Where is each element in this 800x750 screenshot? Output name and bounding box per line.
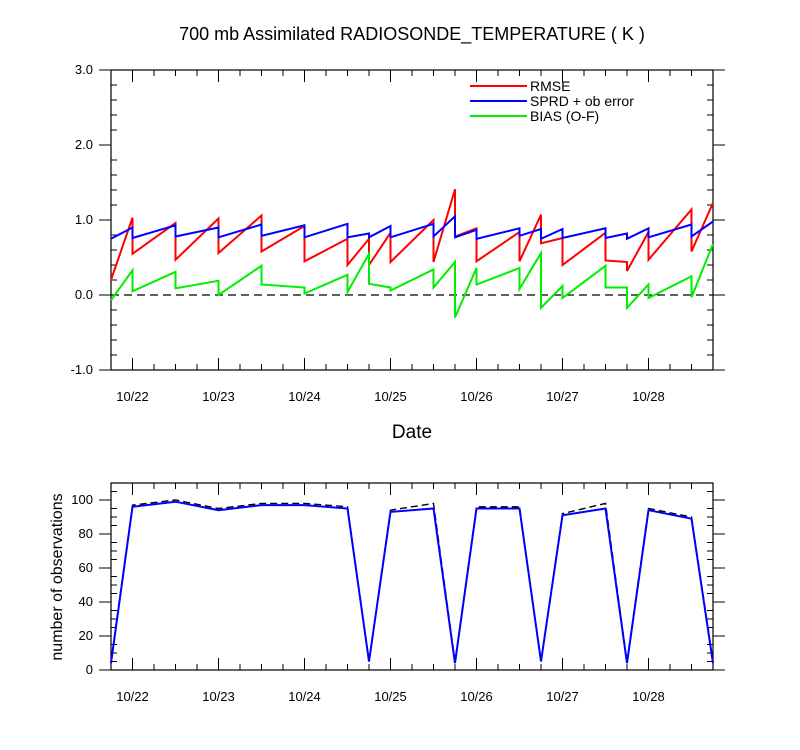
chart-title: 700 mb Assimilated RADIOSONDE_TEMPERATUR… bbox=[179, 24, 645, 45]
obs-panel-x-tick-label: 10/23 bbox=[202, 689, 235, 704]
obs-panel-y-tick-label: 20 bbox=[79, 628, 93, 643]
rmse-panel-y-tick-label: -1.0 bbox=[71, 362, 93, 377]
obs-panel-y-tick-label: 60 bbox=[79, 560, 93, 575]
rmse-panel-series-bias-o-f bbox=[110, 243, 714, 318]
legend-label-bias-o-f: BIAS (O-F) bbox=[530, 108, 599, 124]
obs-panel-x-tick-label: 10/26 bbox=[460, 689, 493, 704]
obs-panel-x-tick-label: 10/25 bbox=[374, 689, 407, 704]
rmse-panel-x-tick-label: 10/24 bbox=[288, 389, 321, 404]
obs-panel-x-tick-label: 10/22 bbox=[116, 689, 149, 704]
obs-panel-series-used bbox=[110, 500, 714, 664]
rmse-panel-series-sprd-ob-error bbox=[110, 213, 714, 241]
rmse-panel-y-tick-label: 2.0 bbox=[75, 137, 93, 152]
obs-panel-x-tick-label: 10/24 bbox=[288, 689, 321, 704]
rmse-panel-y-tick-label: 3.0 bbox=[75, 62, 93, 77]
obs-panel-y-tick-label: 80 bbox=[79, 526, 93, 541]
x-axis-label: Date bbox=[392, 422, 432, 443]
rmse-panel-x-tick-label: 10/27 bbox=[546, 389, 579, 404]
rmse-panel-y-tick-label: 1.0 bbox=[75, 212, 93, 227]
obs-panel-y-tick-label: 40 bbox=[79, 594, 93, 609]
rmse-panel-x-tick-label: 10/23 bbox=[202, 389, 235, 404]
legend-label-rmse: RMSE bbox=[530, 78, 570, 94]
legend-label-sprd-ob-error: SPRD + ob error bbox=[530, 93, 634, 109]
rmse-panel-x-tick-label: 10/26 bbox=[460, 389, 493, 404]
obs-panel-y-tick-label: 0 bbox=[86, 662, 93, 677]
obs-panel-y-tick-label: 100 bbox=[71, 492, 93, 507]
obs-panel-x-tick-label: 10/28 bbox=[632, 689, 665, 704]
obs-panel-x-tick-label: 10/27 bbox=[546, 689, 579, 704]
rmse-panel-frame bbox=[110, 69, 714, 371]
y-axis-label-observations: number of observations bbox=[49, 493, 66, 660]
rmse-panel-x-tick-label: 10/22 bbox=[116, 389, 149, 404]
rmse-panel-y-tick-label: 0.0 bbox=[75, 287, 93, 302]
rmse-panel-x-tick-label: 10/25 bbox=[374, 389, 407, 404]
rmse-panel-x-tick-label: 10/28 bbox=[632, 389, 665, 404]
